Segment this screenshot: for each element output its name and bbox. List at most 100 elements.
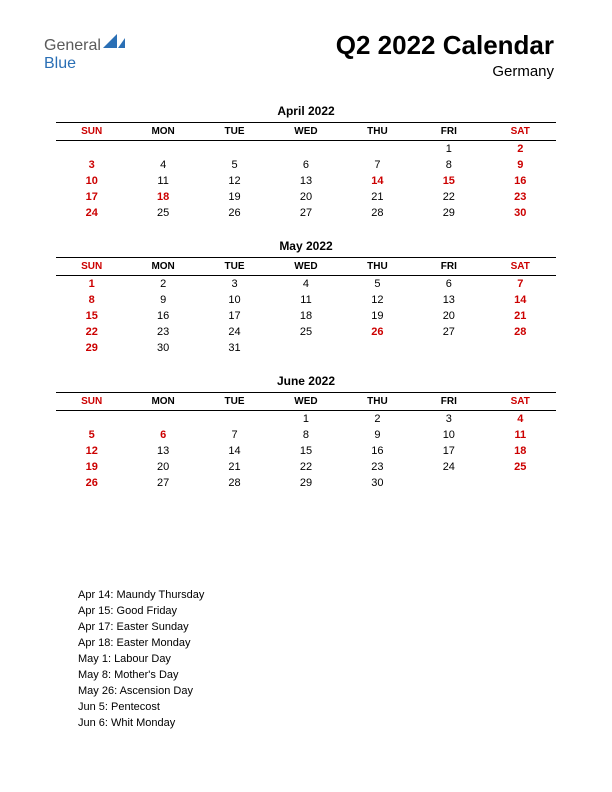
calendar-cell: 19 xyxy=(56,459,127,475)
calendar-cell: 15 xyxy=(413,173,484,189)
calendar-cell: 24 xyxy=(56,205,127,221)
day-header: SAT xyxy=(485,393,556,411)
holiday-item: Jun 6: Whit Monday xyxy=(78,716,204,732)
calendar-cell xyxy=(270,340,341,356)
calendar-cell: 10 xyxy=(56,173,127,189)
calendar-cell: 18 xyxy=(127,189,198,205)
logo-text-blue: Blue xyxy=(44,55,76,72)
calendar-cell: 5 xyxy=(342,276,413,293)
calendar-cell: 25 xyxy=(127,205,198,221)
day-header: SAT xyxy=(485,258,556,276)
calendar-cell: 31 xyxy=(199,340,270,356)
day-header: TUE xyxy=(199,258,270,276)
calendar-cell: 2 xyxy=(485,141,556,158)
calendar-cell: 20 xyxy=(270,189,341,205)
calendar-cell: 14 xyxy=(342,173,413,189)
calendar-cell: 26 xyxy=(342,324,413,340)
calendar-cell: 24 xyxy=(199,324,270,340)
calendar-cell: 9 xyxy=(485,157,556,173)
country-label: Germany xyxy=(336,63,554,80)
day-header: WED xyxy=(270,393,341,411)
calendar-cell: 28 xyxy=(485,324,556,340)
calendar-cell: 17 xyxy=(413,443,484,459)
day-header: SAT xyxy=(485,123,556,141)
calendar-cell: 29 xyxy=(56,340,127,356)
calendar-cell: 26 xyxy=(56,475,127,491)
calendar-cell: 12 xyxy=(56,443,127,459)
calendar-cell: 16 xyxy=(127,308,198,324)
calendar-cell xyxy=(199,411,270,428)
calendar-row: 12131415161718 xyxy=(56,443,556,459)
holiday-item: Apr 17: Easter Sunday xyxy=(78,620,204,636)
calendar-cell xyxy=(485,475,556,491)
calendar-cell: 5 xyxy=(199,157,270,173)
month-block: June 2022SUNMONTUEWEDTHUFRISAT1234567891… xyxy=(56,374,556,491)
calendar-row: 1234 xyxy=(56,411,556,428)
day-header: FRI xyxy=(413,258,484,276)
calendar-cell: 8 xyxy=(413,157,484,173)
calendar-table: SUNMONTUEWEDTHUFRISAT1234567891011121314… xyxy=(56,122,556,221)
page-title: Q2 2022 Calendar xyxy=(336,30,554,61)
calendar-cell: 6 xyxy=(413,276,484,293)
calendar-cell: 23 xyxy=(485,189,556,205)
calendar-cell: 5 xyxy=(56,427,127,443)
day-header: WED xyxy=(270,123,341,141)
calendar-cell: 8 xyxy=(56,292,127,308)
day-header: SUN xyxy=(56,393,127,411)
calendar-cell: 2 xyxy=(127,276,198,293)
calendar-cell xyxy=(342,340,413,356)
month-title: June 2022 xyxy=(56,374,556,388)
calendar-cell: 29 xyxy=(413,205,484,221)
calendar-cell: 27 xyxy=(270,205,341,221)
calendar-cell: 21 xyxy=(485,308,556,324)
calendar-cell: 7 xyxy=(199,427,270,443)
calendar-cell: 15 xyxy=(270,443,341,459)
holiday-item: May 8: Mother's Day xyxy=(78,668,204,684)
calendar-cell: 3 xyxy=(413,411,484,428)
calendar-cell: 21 xyxy=(199,459,270,475)
holiday-item: May 26: Ascension Day xyxy=(78,684,204,700)
calendar-cell: 1 xyxy=(270,411,341,428)
calendar-row: 19202122232425 xyxy=(56,459,556,475)
months-container: April 2022SUNMONTUEWEDTHUFRISAT123456789… xyxy=(56,104,556,509)
day-header: FRI xyxy=(413,393,484,411)
day-header: SUN xyxy=(56,123,127,141)
calendar-cell: 11 xyxy=(127,173,198,189)
calendar-cell: 27 xyxy=(413,324,484,340)
calendar-cell xyxy=(127,411,198,428)
calendar-cell: 10 xyxy=(413,427,484,443)
holiday-item: Apr 15: Good Friday xyxy=(78,604,204,620)
day-header: THU xyxy=(342,258,413,276)
calendar-row: 15161718192021 xyxy=(56,308,556,324)
calendar-row: 891011121314 xyxy=(56,292,556,308)
calendar-cell: 19 xyxy=(342,308,413,324)
calendar-cell: 19 xyxy=(199,189,270,205)
calendar-row: 10111213141516 xyxy=(56,173,556,189)
calendar-cell: 11 xyxy=(270,292,341,308)
day-header: MON xyxy=(127,393,198,411)
calendar-row: 2627282930 xyxy=(56,475,556,491)
calendar-cell: 14 xyxy=(199,443,270,459)
calendar-cell: 15 xyxy=(56,308,127,324)
calendar-cell: 9 xyxy=(127,292,198,308)
calendar-cell: 17 xyxy=(56,189,127,205)
month-title: April 2022 xyxy=(56,104,556,118)
calendar-cell: 30 xyxy=(485,205,556,221)
calendar-cell: 20 xyxy=(127,459,198,475)
logo-sail-icon xyxy=(103,34,125,53)
logo-text-general: General xyxy=(44,37,101,54)
calendar-row: 293031 xyxy=(56,340,556,356)
calendar-cell: 11 xyxy=(485,427,556,443)
calendar-cell: 21 xyxy=(342,189,413,205)
calendar-row: 24252627282930 xyxy=(56,205,556,221)
calendar-cell: 6 xyxy=(127,427,198,443)
logo: General Blue xyxy=(44,34,125,73)
calendar-cell: 12 xyxy=(199,173,270,189)
calendar-cell: 12 xyxy=(342,292,413,308)
calendar-cell: 26 xyxy=(199,205,270,221)
calendar-cell: 22 xyxy=(270,459,341,475)
calendar-cell xyxy=(413,475,484,491)
calendar-cell: 7 xyxy=(342,157,413,173)
calendar-cell: 27 xyxy=(127,475,198,491)
calendar-cell: 18 xyxy=(270,308,341,324)
